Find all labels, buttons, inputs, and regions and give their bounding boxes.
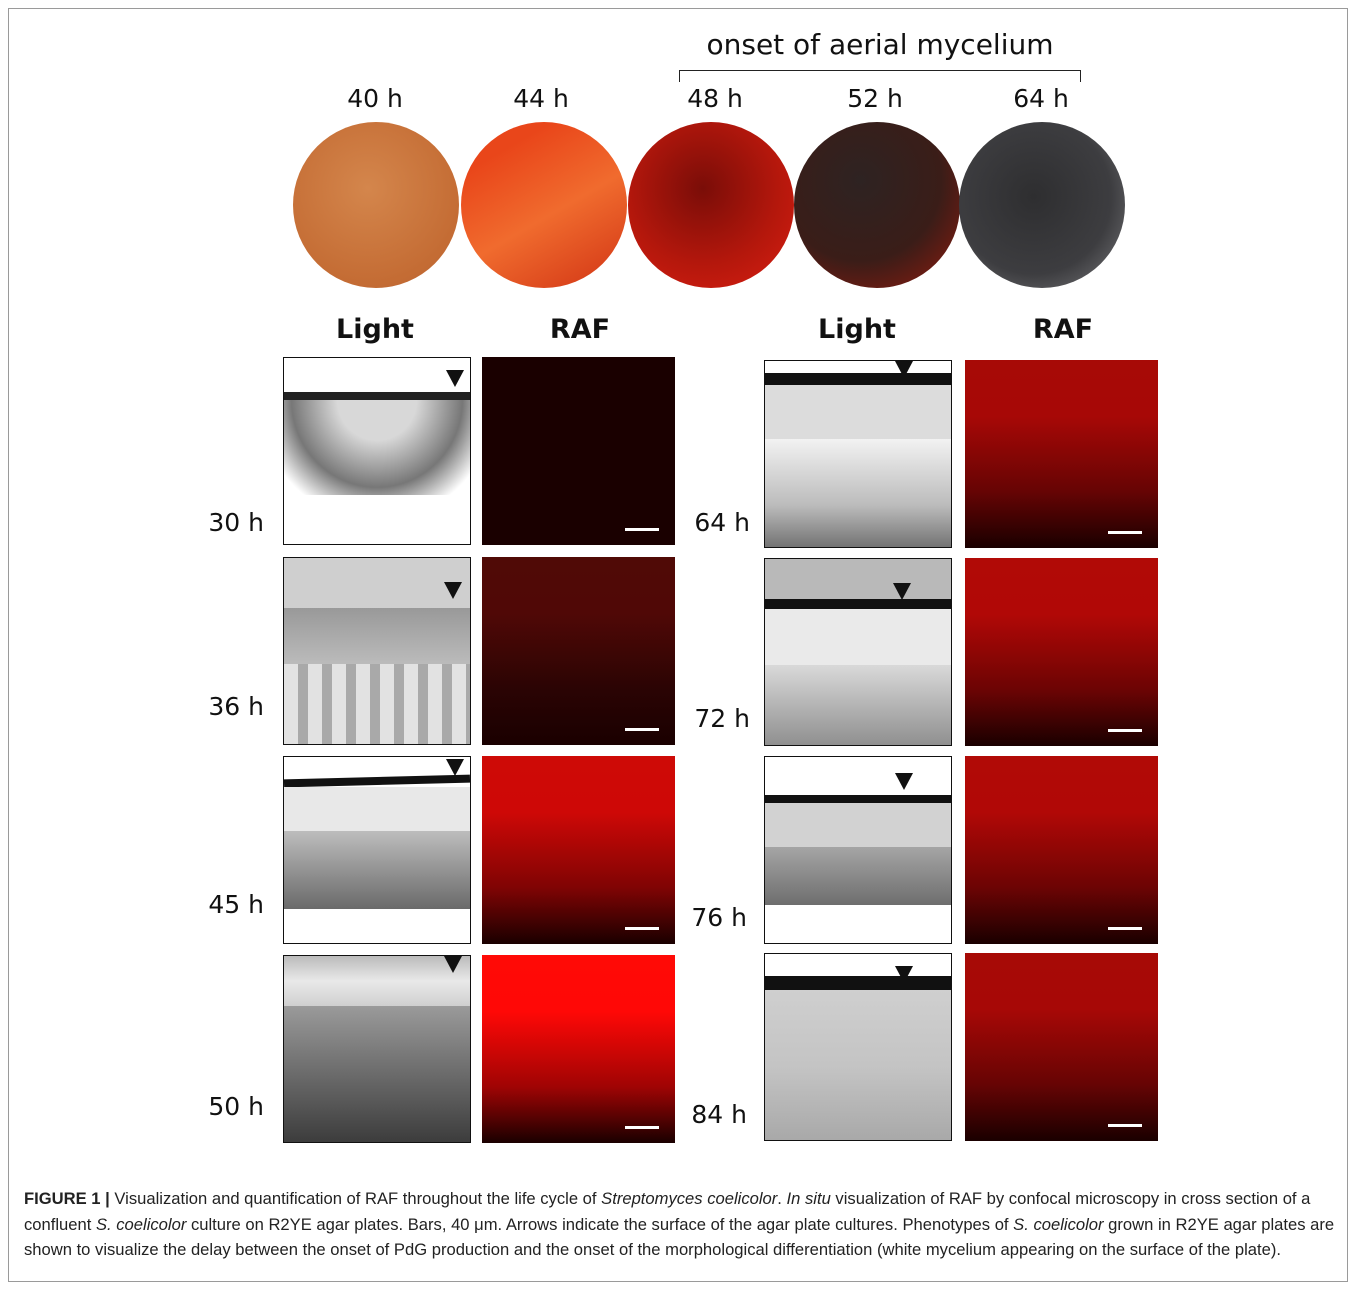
- time-label-64h: 64 h: [694, 508, 750, 537]
- scale-bar: [1108, 1124, 1142, 1127]
- figure-label: FIGURE 1 |: [24, 1189, 110, 1208]
- light-panel-64h: [764, 360, 952, 548]
- time-label-30h: 30 h: [208, 508, 264, 537]
- time-label-72h: 72 h: [694, 704, 750, 733]
- surface-arrow-icon: [446, 370, 464, 387]
- light-panel-72h: [764, 558, 952, 746]
- time-label-50h: 50 h: [208, 1092, 264, 1121]
- surface-arrow-icon: [444, 956, 462, 973]
- raf-panel-50h: [482, 955, 675, 1143]
- plate-label-44h: 44 h: [513, 84, 569, 113]
- figure-caption: FIGURE 1 | Visualization and quantificat…: [24, 1186, 1336, 1263]
- scale-bar: [625, 927, 659, 930]
- light-panel-30h: [283, 357, 471, 545]
- light-panel-36h: [283, 557, 471, 745]
- scale-bar: [1108, 531, 1142, 534]
- frame-top-border: [8, 8, 1348, 9]
- time-label-76h: 76 h: [691, 903, 747, 932]
- raf-panel-84h: [965, 953, 1158, 1141]
- light-panel-45h: [283, 756, 471, 944]
- surface-arrow-icon: [444, 582, 462, 599]
- surface-arrow-icon: [895, 361, 913, 378]
- plate-image-48h: [628, 122, 794, 288]
- raf-panel-72h: [965, 558, 1158, 746]
- header-left-light: Light: [336, 314, 414, 345]
- surface-arrow-icon: [895, 773, 913, 790]
- scale-bar: [625, 728, 659, 731]
- plate-label-52h: 52 h: [847, 84, 903, 113]
- light-panel-50h: [283, 955, 471, 1143]
- scale-bar: [1108, 927, 1142, 930]
- plate-image-64h: [959, 122, 1125, 288]
- scale-bar: [1108, 729, 1142, 732]
- caption-italic-4: S. coelicolor: [1013, 1214, 1104, 1234]
- raf-panel-64h: [965, 360, 1158, 548]
- figure-frame: [8, 8, 1348, 1282]
- caption-italic-2: In situ: [786, 1189, 831, 1208]
- time-label-36h: 36 h: [208, 692, 264, 721]
- onset-bracket: [679, 70, 1081, 82]
- light-panel-84h: [764, 953, 952, 1141]
- header-left-raf: RAF: [549, 314, 611, 345]
- plate-label-48h: 48 h: [687, 84, 743, 113]
- surface-arrow-icon: [446, 759, 464, 776]
- plate-image-52h: [794, 122, 960, 288]
- plate-label-64h: 64 h: [1013, 84, 1069, 113]
- surface-arrow-icon: [895, 966, 913, 983]
- light-panel-76h: [764, 756, 952, 944]
- raf-panel-76h: [965, 756, 1158, 944]
- time-label-45h: 45 h: [208, 890, 264, 919]
- header-right-light: Light: [818, 314, 896, 345]
- onset-label: onset of aerial mycelium: [706, 28, 1054, 61]
- surface-arrow-icon: [893, 583, 911, 600]
- caption-italic-1: Streptomyces coelicolor: [601, 1189, 778, 1208]
- caption-text-1: Visualization and quantification of RAF …: [109, 1189, 602, 1208]
- time-label-84h: 84 h: [691, 1100, 747, 1129]
- caption-text-3: visualization of RAF by confocal microsc…: [24, 1189, 1311, 1234]
- plate-image-40h: [293, 122, 459, 288]
- caption-italic-3: S. coelicolor: [95, 1214, 187, 1234]
- scale-bar: [625, 1126, 659, 1129]
- caption-text-4: culture on R2YE agar plates. Bars, 40 μm…: [186, 1214, 1014, 1234]
- raf-panel-36h: [482, 557, 675, 745]
- plate-image-44h: [461, 122, 627, 288]
- raf-panel-45h: [482, 756, 675, 944]
- raf-panel-30h: [482, 357, 675, 545]
- header-right-raf: RAF: [1032, 314, 1094, 345]
- plate-label-40h: 40 h: [347, 84, 403, 113]
- scale-bar: [625, 528, 659, 531]
- caption-text-5: grown in R2YE agar plates are shown to v…: [24, 1214, 1335, 1260]
- caption-text-2: .: [777, 1189, 787, 1208]
